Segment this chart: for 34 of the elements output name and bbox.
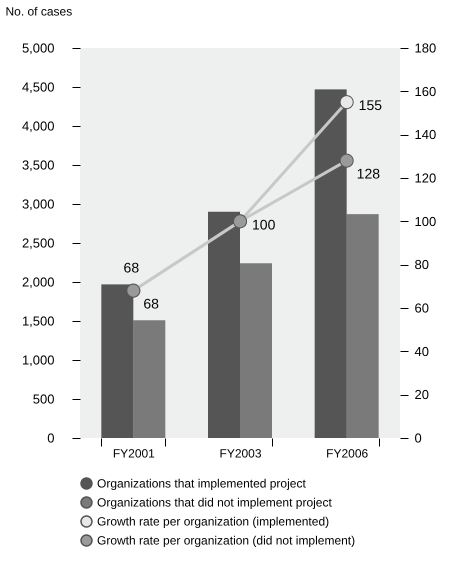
x-tick-label: FY2001 [112,446,156,460]
legend-label: Growth rate per organization (did not implement) [97,534,356,548]
legend-label: Growth rate per organization (implemented) [97,514,330,528]
y2-tick-label: 40 [414,344,429,359]
legend-label: Organizations that implemented project [97,476,306,490]
y-tick-label: 1,500 [22,314,54,328]
y-tick-label: 4,000 [22,118,54,134]
y-tick-label: 3,500 [22,158,54,172]
y-axis-title: No. of cases [6,4,72,18]
y-tick-label: 4,500 [22,80,54,94]
y2-tick-label: 100 [414,214,436,229]
y2-tick-label: 0 [414,430,422,446]
y2-tick-label: 160 [414,84,436,99]
y2-tick-label: 180 [414,40,436,56]
data-label: 128 [356,166,380,182]
data-label: 68 [143,296,160,312]
y-tick-label: 2,500 [22,236,54,250]
data-label: 68 [124,260,140,276]
y-tick-label: 1,000 [22,352,54,368]
data-label: 155 [358,97,382,114]
y2-tick-label: 140 [414,127,436,142]
y-tick-label: 5,000 [22,40,54,56]
y-tick-label: 2,000 [22,274,54,290]
x-tick-label: FY2003 [219,446,262,460]
y2-tick-label: 120 [414,170,436,186]
y2-tick-label: 80 [414,257,429,272]
y2-tick-label: 20 [414,387,429,402]
y-tick-label: 3,000 [22,196,54,212]
legend-label: Organizations that did not implement project [97,496,332,510]
data-label: 100 [252,216,276,232]
y-tick-label: 500 [32,392,54,406]
y2-tick-label: 60 [414,300,429,316]
y-tick-label: 0 [47,430,54,446]
x-tick-label: FY2006 [326,446,369,460]
